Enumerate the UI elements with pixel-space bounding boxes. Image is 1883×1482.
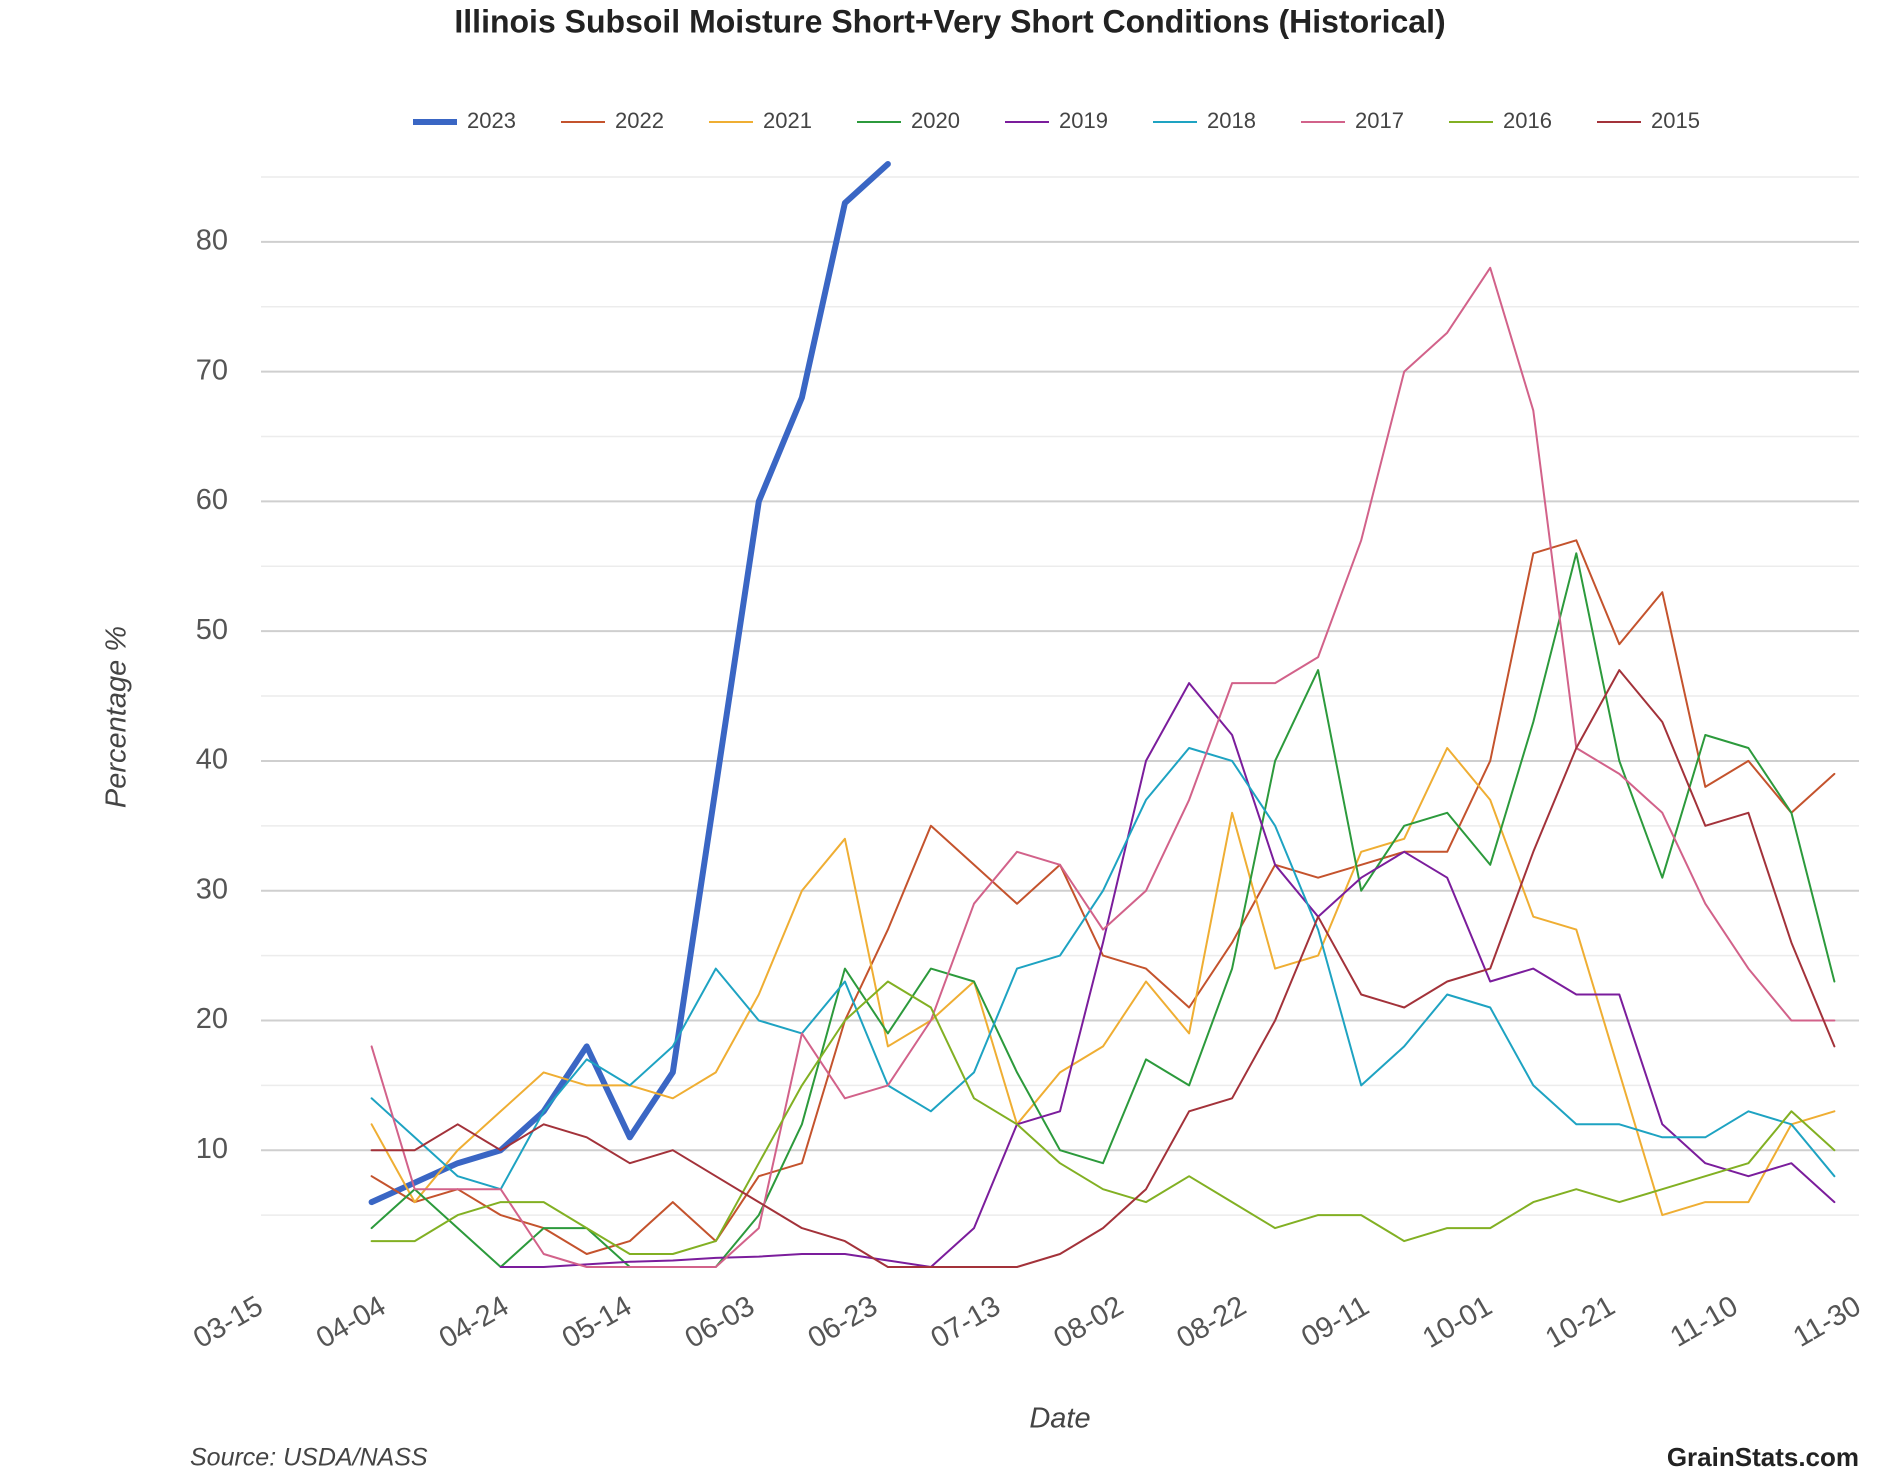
series-line: [368, 161, 891, 1206]
y-tick-label: 50: [196, 614, 228, 646]
y-tick-label: 20: [196, 1003, 228, 1035]
x-tick-label: 08-02: [1049, 1290, 1129, 1355]
legend-label: 2019: [1059, 108, 1108, 133]
x-tick-label: 06-03: [680, 1290, 760, 1355]
legend-item: 2022: [561, 108, 664, 133]
y-tick-label: 70: [196, 354, 228, 386]
y-tick-label: 30: [196, 873, 228, 905]
x-tick-label: 08-22: [1171, 1290, 1251, 1355]
x-axis-label: Date: [1029, 1403, 1090, 1435]
legend-item: 2016: [1449, 108, 1552, 133]
x-tick-label: 06-23: [803, 1290, 883, 1355]
series-line: [370, 539, 1836, 1255]
series-line: [370, 669, 1836, 1268]
y-tick-label: 60: [196, 484, 228, 516]
legend-item: 2017: [1301, 108, 1404, 133]
series-line: [370, 552, 1836, 1268]
legend-label: 2017: [1355, 108, 1404, 133]
series-line: [370, 980, 1836, 1255]
x-tick-label: 03-15: [188, 1290, 268, 1355]
legend-item: 2019: [1005, 108, 1108, 133]
y-tick-label: 10: [196, 1133, 228, 1165]
series-line: [370, 266, 1836, 1268]
legend-label: 2016: [1503, 108, 1552, 133]
x-tick-label: 04-04: [311, 1290, 391, 1355]
series-line: [370, 747, 1836, 1191]
x-tick-label: 11-30: [1788, 1290, 1866, 1354]
legend-item: 2021: [709, 108, 812, 133]
y-tick-label: 40: [196, 744, 228, 776]
series-line: [499, 682, 1836, 1268]
chart-title: Illinois Subsoil Moisture Short+Very Sho…: [454, 3, 1445, 39]
x-tick-label: 07-13: [926, 1290, 1006, 1355]
legend-item: 2015: [1597, 108, 1700, 133]
legend-label: 2021: [763, 108, 812, 133]
legend-label: 2020: [911, 108, 960, 133]
x-tick-label: 10-21: [1540, 1290, 1620, 1355]
y-tick-label: 80: [196, 225, 228, 257]
legend-item: 2018: [1153, 108, 1256, 133]
legend-label: 2022: [615, 108, 664, 133]
legend-label: 2023: [467, 108, 516, 133]
source: Source: USDA/NASS: [190, 1444, 428, 1472]
legend-item: 2023: [413, 108, 516, 133]
x-tick-label: 05-14: [557, 1290, 637, 1355]
brand: GrainStats.com: [1667, 1442, 1859, 1472]
y-axis-label: Percentage %: [101, 626, 133, 808]
x-tick-label: 09-11: [1296, 1290, 1374, 1354]
x-tick-label: 04-24: [434, 1290, 514, 1355]
legend-item: 2020: [857, 108, 960, 133]
legend-label: 2018: [1207, 108, 1256, 133]
x-tick-label: 10-01: [1417, 1290, 1497, 1355]
series-line: [370, 747, 1836, 1217]
legend-label: 2015: [1651, 108, 1700, 133]
x-tick-label: 11-10: [1665, 1290, 1743, 1354]
